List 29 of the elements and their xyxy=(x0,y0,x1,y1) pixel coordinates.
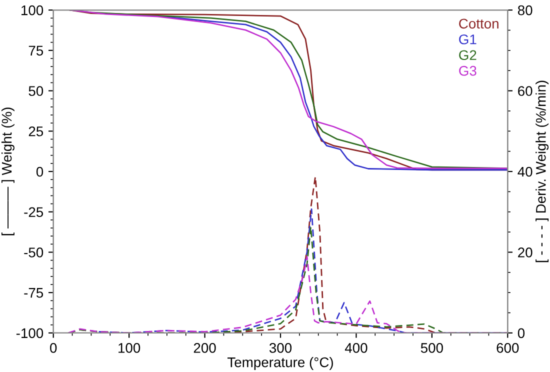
y-tick-label: -100 xyxy=(16,328,44,338)
x-tick-label: 0 xyxy=(50,343,57,353)
line-series xyxy=(68,256,508,333)
x-axis-title: Temperature (°C) xyxy=(227,357,333,370)
y2-tick-label: 60 xyxy=(518,86,532,96)
y-tick-label: 25 xyxy=(28,126,44,136)
text: G1 xyxy=(459,34,476,44)
y2-tick-label: 20 xyxy=(518,248,532,258)
text: Cotton xyxy=(459,18,498,29)
y-axis-title: [ ——— ] Weight (%) xyxy=(1,108,14,236)
y-tick-label: -75 xyxy=(24,288,44,298)
y-tick-label: 100 xyxy=(22,5,44,16)
y-tick-label: 50 xyxy=(28,86,44,96)
y2-axis-title: [ - - - - ] Deriv. Weight (%/min) xyxy=(536,80,549,262)
x-tick-label: 200 xyxy=(194,343,216,353)
y-tick-label: -50 xyxy=(24,248,44,258)
y2-tick-label: 40 xyxy=(518,166,532,177)
y-tick-label: 0 xyxy=(36,166,44,177)
y-tick-label: -25 xyxy=(24,207,44,218)
text: G2 xyxy=(459,50,476,60)
x-tick-label: 400 xyxy=(344,343,368,353)
x-tick-label: 100 xyxy=(118,343,140,353)
y-tick-label: 75 xyxy=(28,46,44,56)
y2-tick-label: 0 xyxy=(518,328,525,338)
x-tick-label: 500 xyxy=(420,343,443,353)
x-tick-label: 300 xyxy=(269,343,292,353)
y2-tick-label: 80 xyxy=(518,5,532,16)
x-tick-label: 600 xyxy=(496,343,519,353)
text: G3 xyxy=(459,66,476,76)
